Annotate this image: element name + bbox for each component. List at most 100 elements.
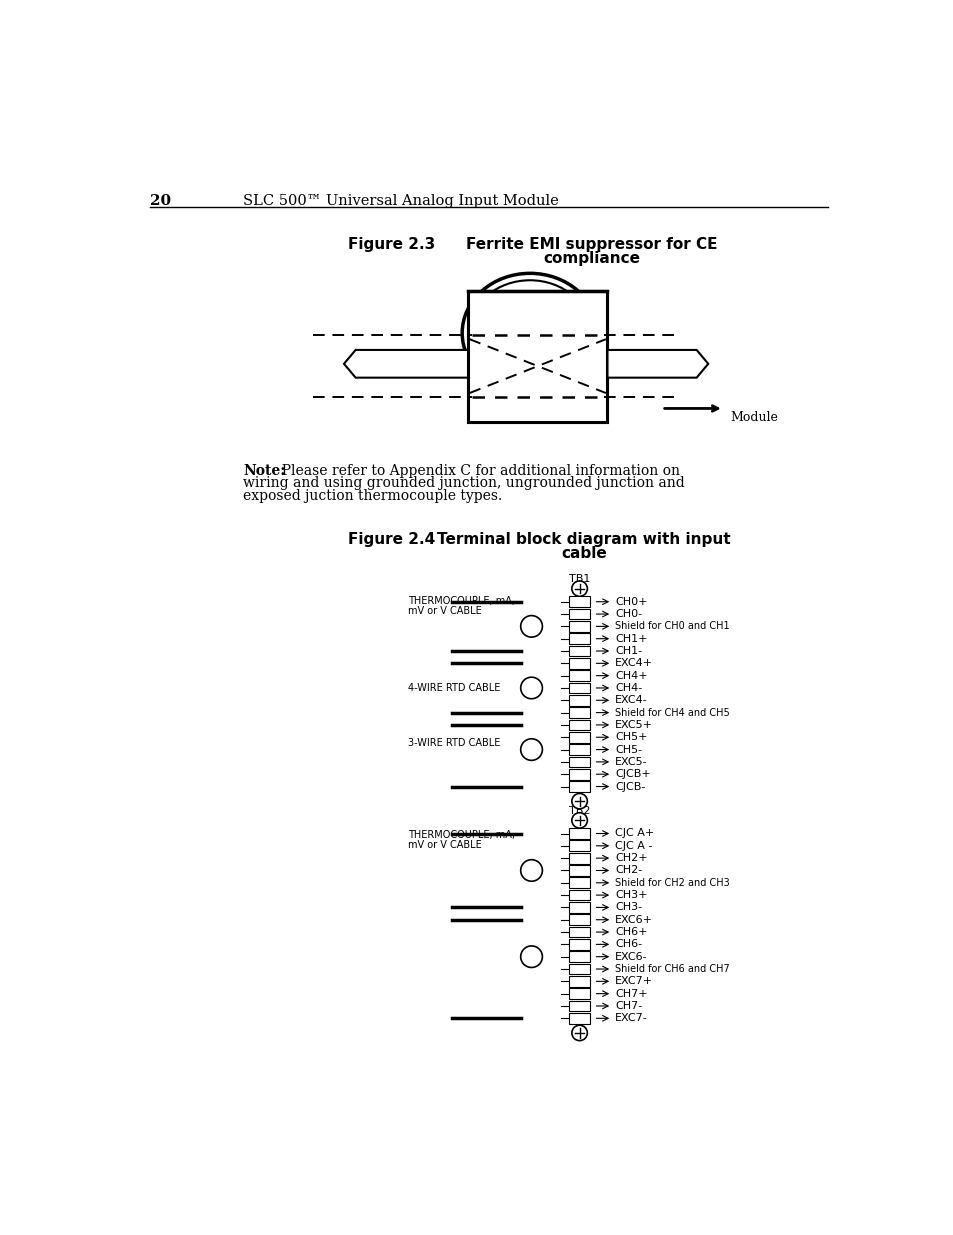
Text: CH7-: CH7- (615, 1002, 641, 1011)
Text: EXC6-: EXC6- (615, 952, 647, 962)
Bar (568, 621, 590, 632)
Bar (568, 926, 590, 937)
Ellipse shape (469, 280, 590, 385)
Bar (568, 902, 590, 913)
Circle shape (571, 580, 587, 597)
Bar (568, 976, 590, 987)
Text: CH6+: CH6+ (615, 927, 647, 937)
Bar (568, 634, 590, 645)
Text: CH7+: CH7+ (615, 989, 647, 999)
Text: EXC6+: EXC6+ (615, 915, 653, 925)
Bar (568, 963, 590, 974)
Text: Ferrite EMI suppressor for CE: Ferrite EMI suppressor for CE (466, 237, 717, 252)
Text: Please refer to Appendix C for additional information on: Please refer to Appendix C for additiona… (273, 464, 679, 478)
Text: Shield for CH4 and CH5: Shield for CH4 and CH5 (615, 708, 729, 718)
Text: EXC5+: EXC5+ (615, 720, 653, 730)
Text: Terminal block diagram with input: Terminal block diagram with input (437, 531, 730, 547)
Text: CJCB-: CJCB- (615, 782, 645, 792)
Bar (568, 745, 590, 755)
Text: Shield for CH0 and CH1: Shield for CH0 and CH1 (615, 621, 729, 631)
Text: Figure 2.4: Figure 2.4 (348, 531, 435, 547)
Circle shape (571, 813, 587, 829)
Text: CJCB+: CJCB+ (615, 769, 650, 779)
Text: CH4+: CH4+ (615, 671, 647, 680)
Text: 20: 20 (150, 194, 172, 209)
Text: CH6-: CH6- (615, 940, 641, 950)
Bar (568, 951, 590, 962)
Text: CH4-: CH4- (615, 683, 641, 693)
Bar (568, 708, 590, 718)
Text: CH3+: CH3+ (615, 890, 647, 900)
Text: 3-WIRE RTD CABLE: 3-WIRE RTD CABLE (407, 739, 499, 748)
Circle shape (571, 793, 587, 809)
Bar (568, 988, 590, 999)
Bar (468, 290, 607, 421)
Text: 4-WIRE RTD CABLE: 4-WIRE RTD CABLE (407, 683, 499, 693)
Text: EXC7+: EXC7+ (615, 977, 653, 987)
Text: CH5-: CH5- (615, 745, 641, 755)
Bar (568, 597, 590, 608)
Bar (568, 720, 590, 730)
Bar (568, 695, 590, 705)
Text: CH0+: CH0+ (615, 597, 647, 606)
Text: TB1: TB1 (568, 574, 590, 584)
Text: wiring and using grounded junction, ungrounded junction and: wiring and using grounded junction, ungr… (243, 477, 684, 490)
Text: Figure 2.3: Figure 2.3 (348, 237, 435, 252)
Bar (568, 829, 590, 839)
Polygon shape (344, 350, 468, 378)
Bar (568, 671, 590, 680)
Bar (468, 290, 607, 421)
Bar (568, 782, 590, 792)
Text: Shield for CH2 and CH3: Shield for CH2 and CH3 (615, 878, 729, 888)
Text: EXC4-: EXC4- (615, 695, 647, 705)
Bar (568, 852, 590, 863)
Text: cable: cable (560, 546, 606, 561)
Text: CH3-: CH3- (615, 903, 641, 913)
Bar (568, 914, 590, 925)
Text: TB2: TB2 (568, 806, 590, 816)
Polygon shape (607, 350, 707, 378)
Bar (568, 769, 590, 779)
Bar (568, 732, 590, 742)
Text: CH5+: CH5+ (615, 732, 647, 742)
Text: EXC7-: EXC7- (615, 1013, 647, 1024)
Text: CH1-: CH1- (615, 646, 641, 656)
Text: CJC A -: CJC A - (615, 841, 652, 851)
Text: EXC5-: EXC5- (615, 757, 647, 767)
Text: SLC 500™ Universal Analog Input Module: SLC 500™ Universal Analog Input Module (243, 194, 558, 209)
Bar (568, 877, 590, 888)
Bar (568, 1000, 590, 1011)
Text: THERMOCOUPLE, mA,: THERMOCOUPLE, mA, (407, 830, 514, 841)
Bar (568, 757, 590, 767)
Text: Shield for CH6 and CH7: Shield for CH6 and CH7 (615, 965, 729, 974)
Circle shape (520, 739, 542, 761)
Ellipse shape (461, 273, 598, 393)
Text: CH2+: CH2+ (615, 853, 647, 863)
Bar (568, 864, 590, 876)
Bar (568, 889, 590, 900)
Circle shape (520, 860, 542, 882)
Text: mV or V CABLE: mV or V CABLE (407, 605, 481, 615)
Circle shape (520, 677, 542, 699)
Circle shape (571, 1025, 587, 1041)
Text: CH1+: CH1+ (615, 634, 647, 643)
Text: Note:: Note: (243, 464, 285, 478)
Text: exposed juction thermocouple types.: exposed juction thermocouple types. (243, 489, 502, 503)
Bar (568, 658, 590, 668)
Text: THERMOCOUPLE, mA,: THERMOCOUPLE, mA, (407, 595, 514, 605)
Bar (568, 609, 590, 620)
Bar (568, 841, 590, 851)
Text: CJC A+: CJC A+ (615, 829, 654, 839)
Circle shape (520, 946, 542, 967)
Bar (568, 646, 590, 656)
Text: CH2-: CH2- (615, 866, 641, 876)
Bar (568, 683, 590, 693)
Text: Module: Module (729, 411, 777, 424)
Circle shape (520, 615, 542, 637)
Bar (568, 939, 590, 950)
Text: EXC4+: EXC4+ (615, 658, 653, 668)
Text: compliance: compliance (543, 251, 639, 266)
Text: mV or V CABLE: mV or V CABLE (407, 841, 481, 851)
Bar (568, 1013, 590, 1024)
Text: CH0-: CH0- (615, 609, 641, 619)
